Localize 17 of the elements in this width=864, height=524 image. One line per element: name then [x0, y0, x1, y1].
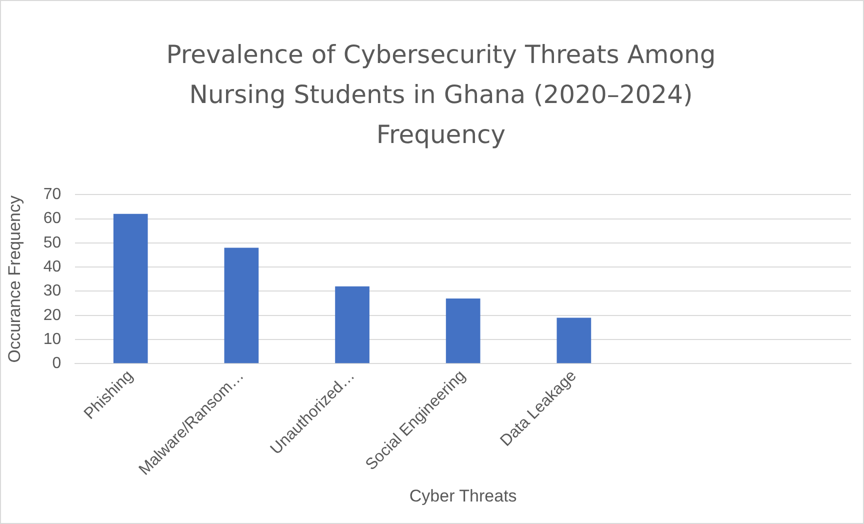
- bar: [224, 248, 259, 364]
- y-tick-label: 40: [43, 258, 62, 276]
- bar: [335, 286, 370, 364]
- y-tick-label: 10: [43, 330, 62, 348]
- chart-subtitle: Frequency: [375, 119, 507, 151]
- y-tick-label: 70: [43, 186, 62, 204]
- bar: [446, 298, 480, 364]
- y-tick-label: 60: [43, 210, 62, 228]
- y-tick-label: 0: [52, 355, 62, 372]
- x-axis-title: Cyber Threats: [409, 486, 517, 506]
- y-tick-label: 50: [43, 234, 62, 252]
- bar: [556, 318, 592, 364]
- y-tick-label: 30: [43, 282, 62, 300]
- chart-title: Prevalence of Cybersecurity Threats Among Nursing Students in Ghana (2020–2024): [165, 39, 717, 111]
- y-tick-label: 20: [43, 306, 62, 324]
- bar: [113, 214, 148, 364]
- y-axis-title: Occurance Frequency: [4, 195, 24, 363]
